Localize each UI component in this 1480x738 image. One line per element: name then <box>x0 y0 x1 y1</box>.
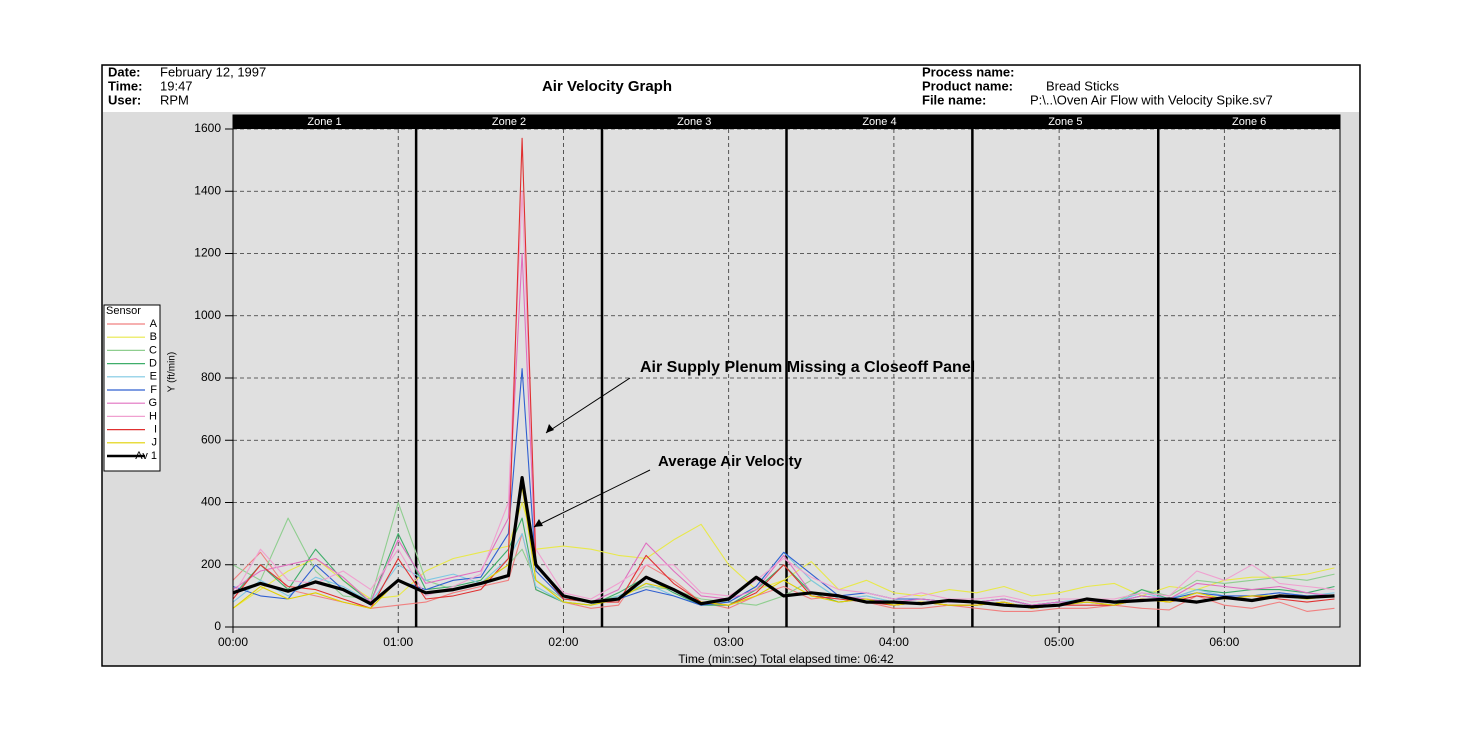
legend-label: G <box>148 397 157 409</box>
arrow-head <box>534 519 543 527</box>
series-line <box>232 533 1335 612</box>
y-tick-label: 800 <box>201 370 221 384</box>
zone-label: Zone 5 <box>1048 116 1082 128</box>
y-tick-label: 600 <box>201 432 221 446</box>
annotation: Average Air Velocity <box>658 453 803 470</box>
annotation-arrow <box>533 469 651 528</box>
y-tick-label: 1600 <box>194 121 221 135</box>
legend-label: H <box>149 410 157 422</box>
header-label: Process name: <box>922 64 1015 79</box>
header-label: Time: <box>108 78 142 93</box>
header-label: File name: <box>922 92 986 107</box>
y-tick-label: 200 <box>201 557 221 571</box>
header-value: RPM <box>160 92 189 107</box>
series-line <box>232 476 1335 609</box>
header-label: Date: <box>108 64 141 79</box>
legend-label: Av 1 <box>135 450 157 462</box>
y-tick-label: 1000 <box>194 308 221 322</box>
arrow-head <box>546 424 554 433</box>
x-tick-label: 04:00 <box>879 635 909 649</box>
series-line <box>232 517 1335 609</box>
y-tick-label: 1200 <box>194 246 221 260</box>
chart-title: Air Velocity Graph <box>542 78 672 95</box>
y-axis-label: Y (ft/min) <box>167 352 178 392</box>
y-tick-label: 0 <box>214 619 221 633</box>
header-value: 19:47 <box>160 78 193 93</box>
legend-title: Sensor <box>106 305 141 317</box>
legend-label: J <box>152 437 158 449</box>
annotation: Air Supply Plenum Missing a Closeoff Pan… <box>640 359 975 376</box>
x-tick-label: 03:00 <box>714 635 744 649</box>
series-line <box>232 190 1335 603</box>
header-label: User: <box>108 92 141 107</box>
x-tick-label: 06:00 <box>1209 635 1239 649</box>
legend-label: E <box>150 371 157 383</box>
series-line <box>232 252 1335 606</box>
x-tick-label: 05:00 <box>1044 635 1074 649</box>
x-tick-label: 01:00 <box>383 635 413 649</box>
legend-label: C <box>149 344 157 356</box>
legend-label: F <box>150 384 157 396</box>
legend-label: I <box>154 424 157 436</box>
zone-label: Zone 1 <box>307 116 341 128</box>
plot-area: 0 200 400 600 800 1000 1200 1400 1600 00:00 01:00 0… <box>194 114 1341 649</box>
header-value: February 12, 1997 <box>160 64 266 79</box>
y-tick-label: 400 <box>201 495 221 509</box>
annotation-arrow <box>545 377 631 434</box>
header-panel <box>103 66 1359 112</box>
legend-label: A <box>150 318 158 330</box>
header-value: P:\..\Oven Air Flow with Velocity Spike.… <box>1030 92 1273 107</box>
header-label: Product name: <box>922 78 1013 93</box>
x-axis-label: Time (min:sec) Total elapsed time: 06:42 <box>678 652 894 666</box>
zone-label: Zone 3 <box>677 116 711 128</box>
zone-label: Zone 4 <box>862 116 896 128</box>
header-value: Bread Sticks <box>1046 78 1119 93</box>
legend-label: D <box>149 358 157 370</box>
y-tick-label: 1400 <box>194 183 221 197</box>
x-tick-label: 02:00 <box>548 635 578 649</box>
legend-label: B <box>150 331 157 343</box>
zone-label: Zone 2 <box>492 116 526 128</box>
x-tick-label: 00:00 <box>218 635 248 649</box>
zone-label: Zone 6 <box>1232 116 1266 128</box>
